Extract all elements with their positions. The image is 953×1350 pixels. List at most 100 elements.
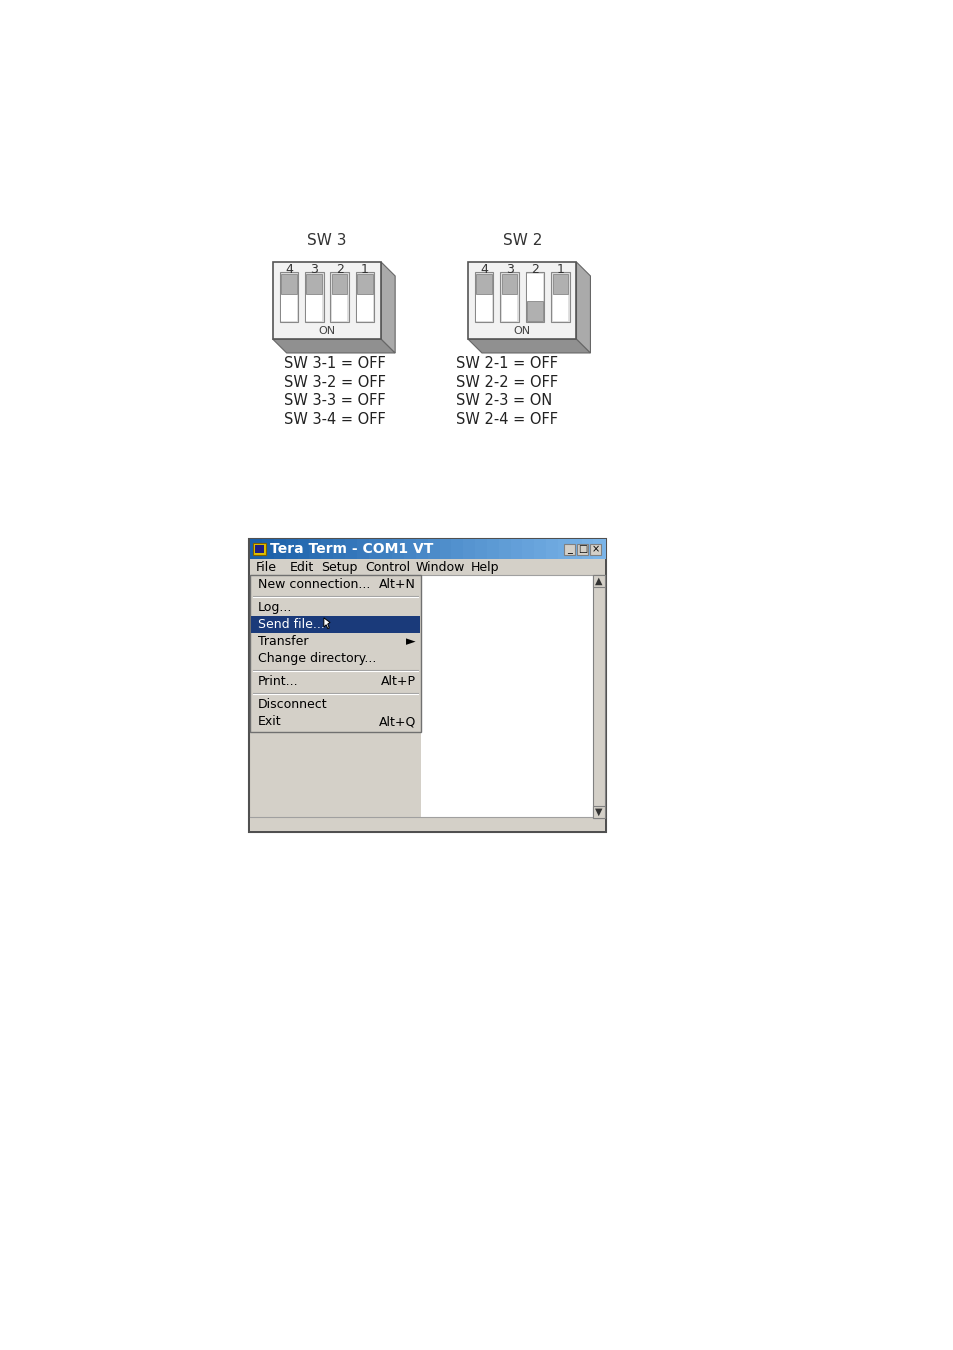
- Bar: [592, 575, 604, 818]
- Text: Window: Window: [416, 560, 465, 574]
- Text: Tera Term - COM1 VT: Tera Term - COM1 VT: [270, 543, 434, 556]
- Bar: [534, 539, 546, 559]
- Bar: [345, 539, 356, 559]
- Text: Alt+P: Alt+P: [380, 675, 416, 688]
- Bar: [321, 539, 334, 559]
- Text: ON: ON: [513, 327, 530, 336]
- Text: Exit: Exit: [257, 716, 281, 728]
- Text: SW 3-3 = OFF: SW 3-3 = OFF: [284, 393, 386, 408]
- Bar: [380, 539, 393, 559]
- Bar: [451, 539, 463, 559]
- Bar: [333, 539, 345, 559]
- Polygon shape: [381, 262, 395, 352]
- Text: ▼: ▼: [595, 807, 602, 817]
- Polygon shape: [323, 618, 330, 629]
- Bar: [420, 575, 593, 818]
- Bar: [551, 273, 569, 323]
- Bar: [330, 273, 349, 323]
- Bar: [356, 539, 369, 559]
- Bar: [357, 274, 373, 294]
- Bar: [306, 294, 322, 320]
- Bar: [439, 539, 452, 559]
- Text: File: File: [255, 560, 276, 574]
- Text: Send file...: Send file...: [257, 618, 325, 632]
- Polygon shape: [576, 262, 590, 352]
- Text: SW 3-4 = OFF: SW 3-4 = OFF: [284, 412, 386, 427]
- Bar: [590, 544, 600, 555]
- Bar: [501, 294, 517, 320]
- Bar: [475, 539, 487, 559]
- Bar: [281, 294, 296, 320]
- Bar: [427, 539, 439, 559]
- Bar: [563, 544, 575, 555]
- Bar: [476, 294, 492, 320]
- Bar: [250, 575, 420, 732]
- Text: Log...: Log...: [257, 601, 292, 614]
- Text: SW 2-1 = OFF: SW 2-1 = OFF: [456, 356, 558, 371]
- Text: SW 3: SW 3: [307, 234, 346, 248]
- Text: New connection...: New connection...: [257, 578, 370, 591]
- Bar: [527, 274, 542, 302]
- Text: Transfer: Transfer: [257, 636, 308, 648]
- Bar: [581, 539, 593, 559]
- Bar: [251, 617, 419, 633]
- Text: SW 2-2 = OFF: SW 2-2 = OFF: [456, 375, 558, 390]
- Bar: [273, 262, 381, 339]
- Bar: [253, 543, 266, 555]
- Bar: [486, 539, 498, 559]
- Text: 1: 1: [556, 263, 564, 277]
- Bar: [577, 544, 587, 555]
- Text: SW 2-4 = OFF: SW 2-4 = OFF: [456, 412, 558, 427]
- Bar: [332, 294, 347, 320]
- Bar: [593, 539, 605, 559]
- Bar: [476, 274, 492, 294]
- Text: Disconnect: Disconnect: [257, 698, 327, 711]
- Bar: [281, 274, 296, 294]
- Bar: [392, 539, 404, 559]
- Text: Edit: Edit: [290, 560, 314, 574]
- Text: □: □: [578, 544, 587, 555]
- Bar: [332, 274, 347, 294]
- Bar: [522, 539, 534, 559]
- Text: Setup: Setup: [321, 560, 357, 574]
- Bar: [558, 539, 570, 559]
- Polygon shape: [468, 339, 590, 352]
- Text: Control: Control: [365, 560, 411, 574]
- Text: ON: ON: [318, 327, 335, 336]
- Text: SW 3-1 = OFF: SW 3-1 = OFF: [284, 356, 386, 371]
- Text: 2: 2: [335, 263, 343, 277]
- Bar: [592, 806, 604, 818]
- Text: 2: 2: [531, 263, 538, 277]
- Bar: [468, 262, 576, 339]
- Bar: [279, 273, 297, 323]
- Bar: [475, 273, 493, 323]
- Bar: [592, 575, 604, 587]
- Bar: [569, 539, 581, 559]
- Text: SW 2: SW 2: [502, 234, 541, 248]
- Bar: [357, 294, 373, 320]
- Bar: [501, 274, 517, 294]
- Bar: [416, 539, 428, 559]
- Bar: [498, 539, 511, 559]
- Bar: [254, 545, 264, 554]
- Text: _: _: [566, 544, 572, 555]
- Bar: [250, 539, 604, 559]
- Text: ▲: ▲: [595, 576, 602, 586]
- Text: 4: 4: [285, 263, 293, 277]
- Text: 1: 1: [361, 263, 369, 277]
- Bar: [285, 539, 297, 559]
- Bar: [463, 539, 475, 559]
- Text: ►: ►: [406, 636, 416, 648]
- Bar: [297, 539, 310, 559]
- Bar: [274, 539, 286, 559]
- Bar: [552, 294, 568, 320]
- Text: SW 3-2 = OFF: SW 3-2 = OFF: [284, 375, 386, 390]
- Bar: [250, 559, 604, 575]
- Bar: [527, 301, 542, 320]
- Bar: [510, 539, 522, 559]
- Text: 3: 3: [310, 263, 318, 277]
- Bar: [249, 539, 605, 832]
- Bar: [309, 539, 321, 559]
- Bar: [306, 274, 322, 294]
- Bar: [525, 273, 544, 323]
